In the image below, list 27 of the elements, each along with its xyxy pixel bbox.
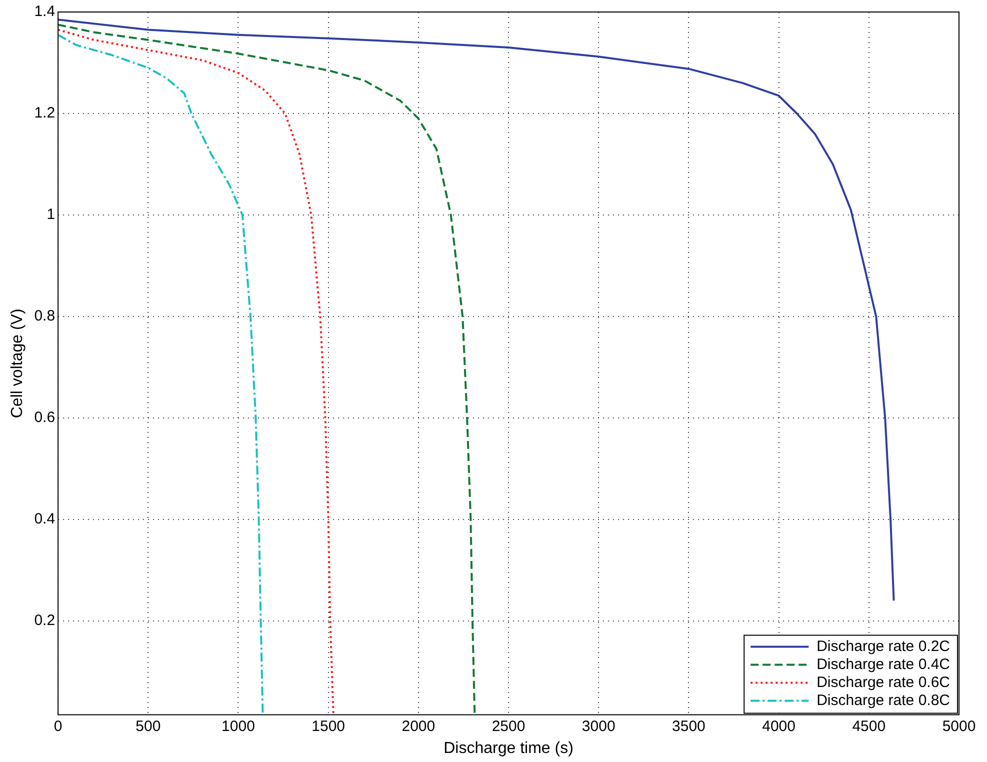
line-series <box>58 28 334 715</box>
y-tick-label: 0.8 <box>34 308 56 325</box>
x-tick-label: 500 <box>136 718 161 735</box>
y-axis-title: Cell voltage (V) <box>9 308 26 418</box>
x-axis-title: Discharge time (s) <box>444 740 574 757</box>
legend-label: Discharge rate 0.2C <box>816 638 950 655</box>
y-tick-label: 0.6 <box>34 409 56 426</box>
y-tick-label: 1 <box>46 206 56 224</box>
line-series <box>58 34 264 715</box>
y-tick-label: 0.4 <box>34 510 56 528</box>
x-tick-label: 4500 <box>852 718 886 735</box>
x-tick-label: 0 <box>54 718 62 735</box>
x-tick-label: 4000 <box>762 718 796 735</box>
legend-label: Discharge rate 0.6C <box>816 674 950 691</box>
y-tick-label: 1.4 <box>34 3 56 20</box>
y-tick-label: 0.2 <box>34 612 56 630</box>
y-tick-label: 1.2 <box>34 104 56 122</box>
x-tick-label: 3000 <box>582 718 616 735</box>
x-tick-label: 1500 <box>312 718 346 735</box>
x-tick-label: 2500 <box>492 718 526 735</box>
x-tick-label: 3500 <box>672 718 706 735</box>
line-series <box>58 24 476 715</box>
x-tick-label: 1000 <box>222 718 255 735</box>
x-tick-label: 2000 <box>402 718 436 735</box>
x-tick-label: 5000 <box>942 718 976 735</box>
legend-label: Discharge rate 0.4C <box>816 656 950 673</box>
legend-label: Discharge rate 0.8C <box>816 692 950 709</box>
